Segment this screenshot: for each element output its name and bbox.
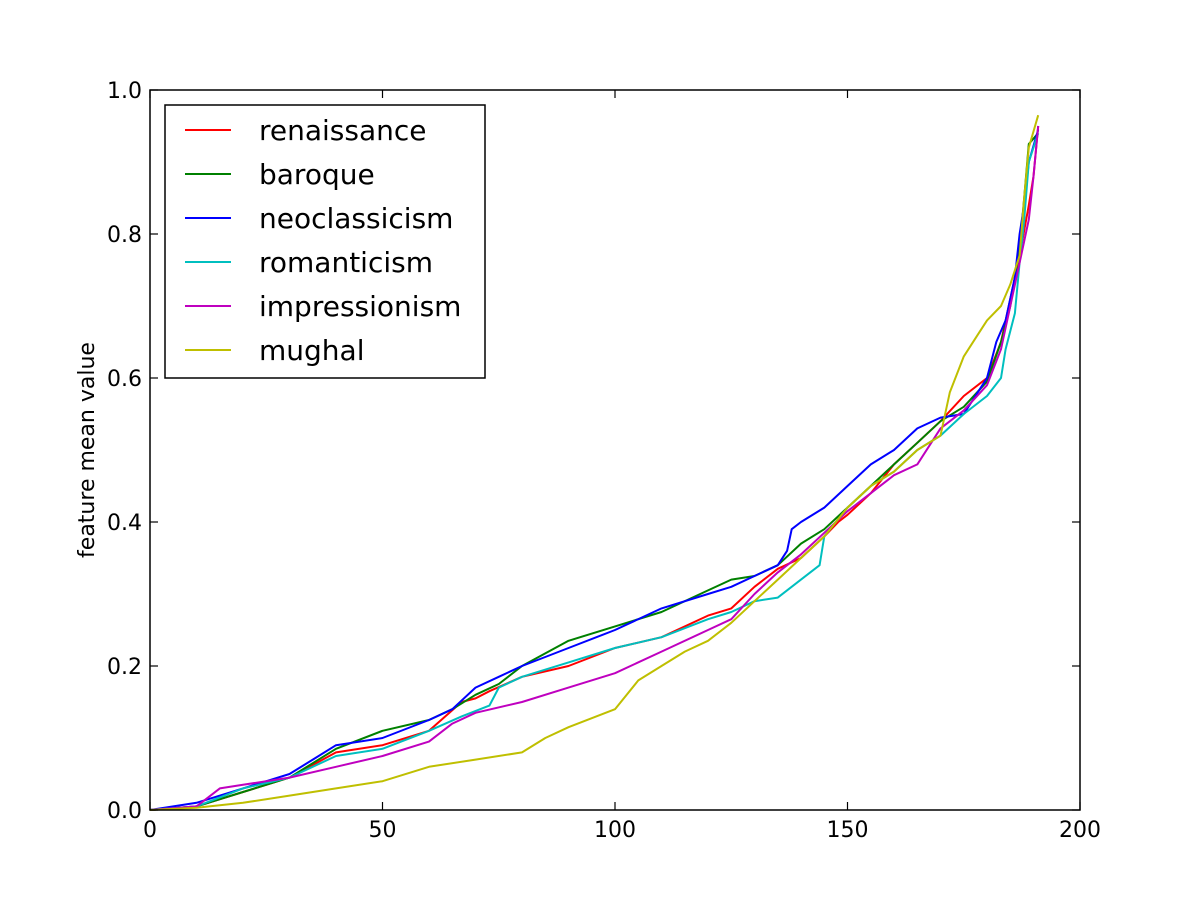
- x-tick-label: 50: [369, 818, 397, 843]
- series-line-romanticism: [149, 132, 1040, 811]
- x-tick-label: 0: [143, 818, 157, 843]
- y-tick-label: 0.8: [107, 223, 142, 248]
- series-layer: [149, 114, 1040, 811]
- legend-label-impressionism: impressionism: [259, 290, 461, 323]
- legend-label-renaissance: renaissance: [259, 114, 427, 147]
- legend-label-neoclassicism: neoclassicism: [259, 202, 453, 235]
- legend: renaissance baroque neoclassicism romantici…: [164, 104, 486, 379]
- y-axis-label: feature mean value: [75, 342, 100, 558]
- x-tick-label: 150: [827, 818, 869, 843]
- legend-label-baroque: baroque: [259, 158, 375, 191]
- ticks-layer: 0 50 100 150 200 0.0 0.2 0.4 0.6 0.8 1.0: [107, 79, 1101, 843]
- legend-label-mughal: mughal: [259, 334, 364, 367]
- legend-box: [164, 104, 486, 379]
- y-tick-label: 0.4: [107, 511, 142, 536]
- y-tick-label: 0.0: [107, 799, 142, 824]
- legend-label-romanticism: romanticism: [259, 246, 433, 279]
- series-line-impressionism: [149, 125, 1040, 811]
- x-tick-label: 100: [594, 818, 636, 843]
- y-tick-label: 0.2: [107, 655, 142, 680]
- series-line-neoclassicism: [149, 129, 1040, 811]
- series-line-mughal: [149, 114, 1040, 811]
- y-tick-label: 0.6: [107, 367, 142, 392]
- x-tick-label: 200: [1059, 818, 1101, 843]
- y-tick-label: 1.0: [107, 79, 142, 104]
